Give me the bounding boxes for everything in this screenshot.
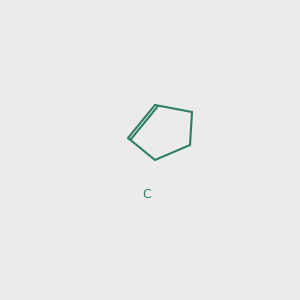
Text: C: C	[142, 188, 152, 202]
